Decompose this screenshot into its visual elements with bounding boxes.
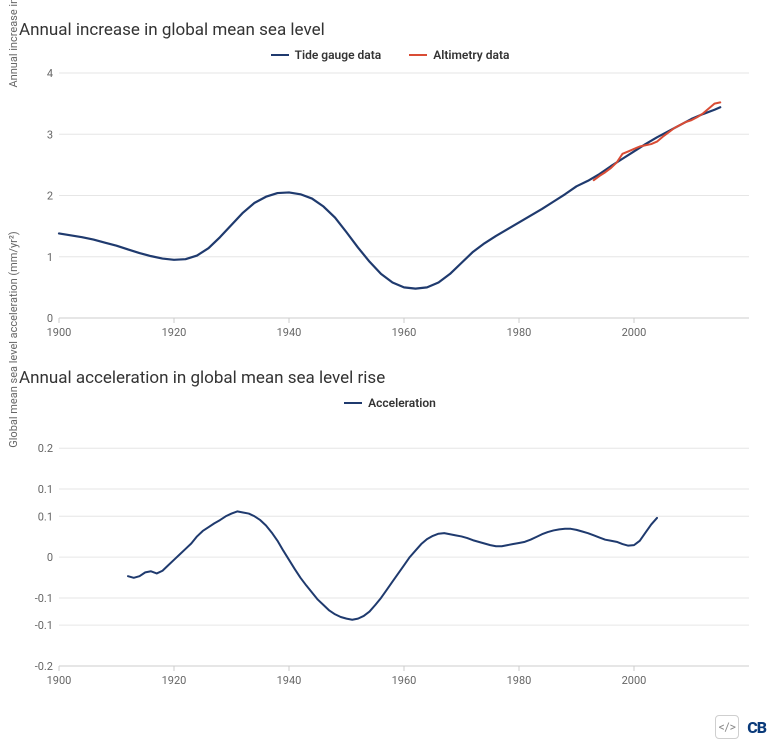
- svg-text:-0.2: -0.2: [35, 660, 53, 673]
- chart2-title: Annual acceleration in global mean sea l…: [19, 368, 765, 388]
- svg-text:2000: 2000: [622, 326, 647, 339]
- chart2-plot-wrap: Global mean sea level acceleration (mm/y…: [15, 416, 765, 696]
- legend-swatch: [409, 54, 427, 57]
- svg-text:1920: 1920: [162, 674, 187, 687]
- legend-swatch: [271, 54, 289, 57]
- legend-label: Acceleration: [368, 396, 436, 410]
- legend-item: Tide gauge data: [271, 48, 382, 62]
- svg-text:1960: 1960: [392, 326, 417, 339]
- svg-text:1980: 1980: [507, 674, 532, 687]
- svg-text:0.1: 0.1: [38, 510, 53, 523]
- svg-text:0: 0: [47, 551, 53, 564]
- svg-text:2: 2: [47, 190, 53, 203]
- svg-text:1940: 1940: [277, 326, 302, 339]
- svg-text:3: 3: [47, 128, 53, 141]
- chart2-svg: -0.2 -0.1 -0.1 0 0.1 0.1 0.2 1900 1920 1940 1960 19…: [15, 416, 759, 692]
- cb-logo: CB: [747, 718, 766, 737]
- svg-text:1: 1: [47, 251, 53, 264]
- legend-item: Acceleration: [344, 396, 436, 410]
- chart1-ylabel: Annual increase in global mean sea level…: [7, 0, 20, 88]
- footer: </> CB: [715, 715, 766, 739]
- svg-text:1900: 1900: [47, 674, 72, 687]
- embed-icon[interactable]: </>: [715, 715, 739, 739]
- svg-text:0: 0: [47, 312, 53, 325]
- svg-text:4: 4: [47, 68, 53, 80]
- legend-label: Altimetry data: [433, 48, 509, 62]
- svg-text:2000: 2000: [622, 674, 647, 687]
- svg-text:0.1: 0.1: [38, 483, 53, 496]
- legend-item: Altimetry data: [409, 48, 509, 62]
- chart-increase: Annual increase in global mean sea level…: [15, 20, 765, 348]
- chart2-legend: Acceleration: [15, 396, 765, 410]
- chart1-plot-wrap: Annual increase in global mean sea level…: [15, 68, 765, 348]
- svg-text:0.2: 0.2: [38, 442, 53, 455]
- chart1-title: Annual increase in global mean sea level: [19, 20, 765, 40]
- svg-text:-0.1: -0.1: [35, 619, 53, 632]
- svg-text:1920: 1920: [162, 326, 187, 339]
- chart-acceleration: Annual acceleration in global mean sea l…: [15, 368, 765, 696]
- chart1-legend: Tide gauge data Altimetry data: [15, 48, 765, 62]
- svg-text:1960: 1960: [392, 674, 417, 687]
- legend-label: Tide gauge data: [295, 48, 382, 62]
- svg-text:1900: 1900: [47, 326, 72, 339]
- svg-text:1980: 1980: [507, 326, 532, 339]
- chart1-svg: 0 1 2 3 4 1900 1920 1940 1960 1980 2000: [15, 68, 759, 344]
- legend-swatch: [344, 402, 362, 405]
- svg-text:1940: 1940: [277, 674, 302, 687]
- svg-text:-0.1: -0.1: [35, 592, 53, 605]
- chart2-ylabel: Global mean sea level acceleration (mm/y…: [7, 231, 20, 448]
